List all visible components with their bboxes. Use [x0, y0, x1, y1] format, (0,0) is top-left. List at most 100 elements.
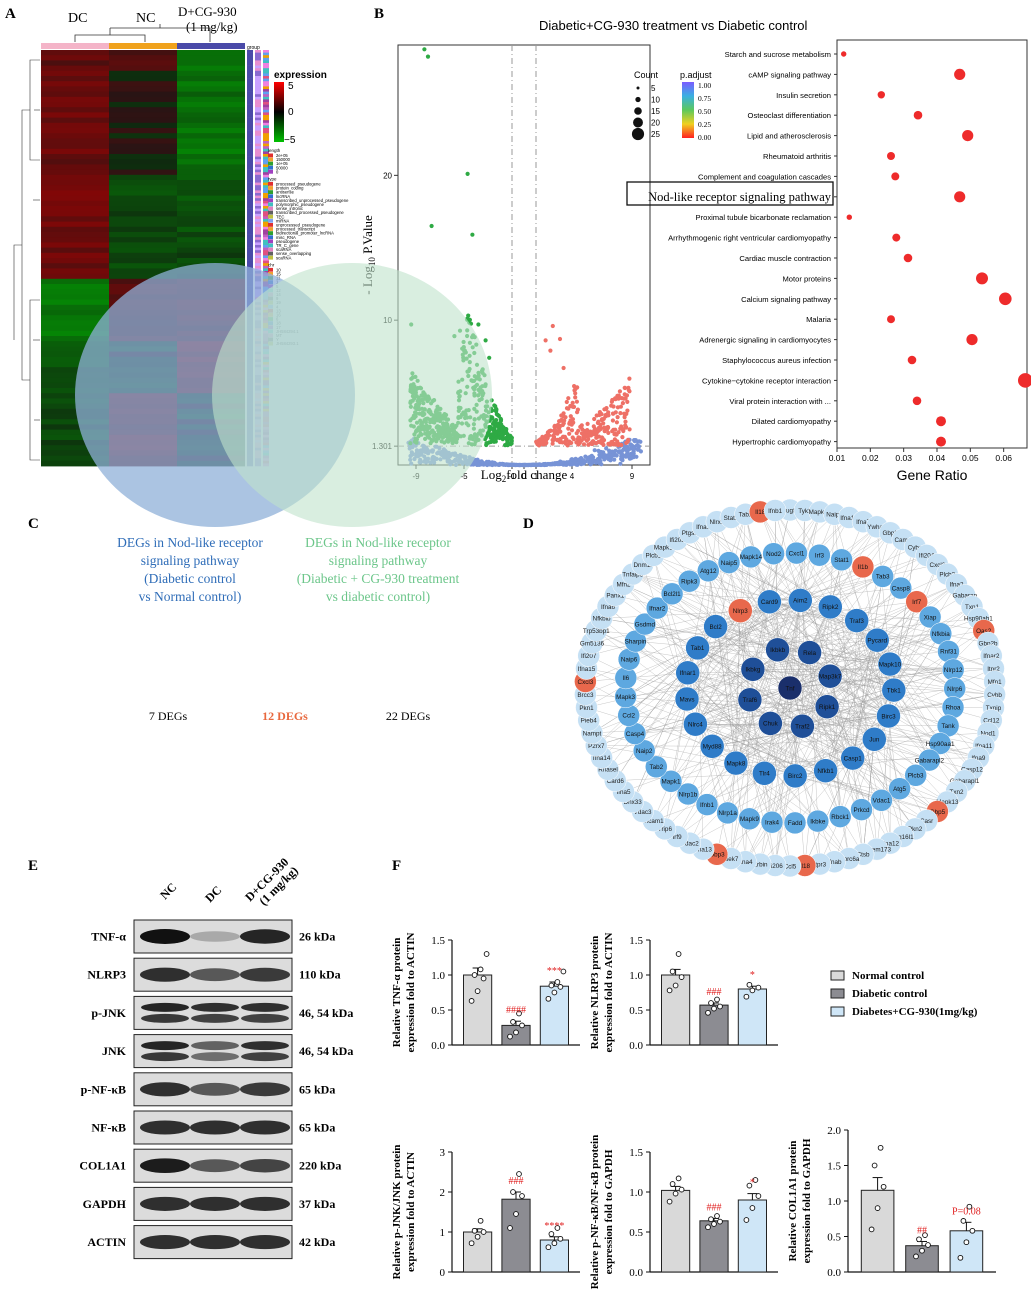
- annotation-strip-cell: [263, 83, 269, 87]
- annotation-strip-cell: [255, 161, 261, 165]
- strip-legend-swatch: [268, 255, 273, 260]
- volcano-point: [498, 416, 503, 421]
- network-node-label: Naip1: [826, 512, 843, 519]
- network-node-label: Ifna12: [881, 841, 899, 848]
- network-node-label: Plcb1: [646, 553, 662, 560]
- heatmap-cell: [109, 122, 177, 129]
- heatmap-cell: [109, 268, 177, 274]
- annotation-strip-cell: [255, 213, 261, 217]
- network-node-label: Ifna9: [971, 755, 986, 762]
- volcano-point: [624, 440, 629, 445]
- network-edge: [826, 706, 916, 830]
- network-node-label: Traf6: [743, 697, 758, 704]
- strip-legend-swatch: [268, 223, 273, 227]
- wb-kda-label: 65 kDa: [299, 1082, 335, 1096]
- bar-data-point: [714, 996, 720, 1003]
- volcano-point: [633, 438, 638, 443]
- bar-legend: Normal control Diabetic control Diabetes+C…: [830, 970, 978, 1018]
- strip-legend-item: bidirectional_promoter_lncRNA: [276, 231, 334, 236]
- annotation-strip-cell: [247, 86, 253, 90]
- network-edge: [735, 616, 931, 764]
- volcano-point: [620, 401, 626, 406]
- annotation-strip-cell: [247, 81, 253, 85]
- volcano-point: [505, 443, 510, 448]
- wb-kda-label: 46, 54 kDa: [299, 1006, 353, 1020]
- network-edge: [728, 562, 778, 650]
- bar-data-point: [711, 1221, 717, 1227]
- volcano-point: [613, 397, 618, 402]
- annotation-strip-cell: [263, 91, 269, 95]
- bar-legend-swatch: [830, 1006, 845, 1017]
- heatmap-cell: [177, 169, 245, 176]
- volcano-point: [592, 416, 597, 422]
- count-legend-dot: [636, 86, 640, 90]
- kegg-dot: [966, 334, 978, 346]
- bar-ytick-label: 2: [440, 1187, 446, 1199]
- network-node-label: Ccl2: [622, 713, 635, 720]
- expression-tick-neg5: −5: [284, 135, 296, 146]
- padj-tick-1: 0.75: [698, 94, 711, 103]
- wb-band: [240, 1120, 290, 1135]
- network-edge: [893, 564, 938, 691]
- volcano-point: [587, 458, 593, 463]
- network-edge: [893, 616, 931, 691]
- volcano-point: [593, 460, 599, 465]
- network-node: [645, 755, 668, 779]
- expression-tick-5: 5: [288, 81, 294, 92]
- volcano-point: [618, 426, 623, 431]
- kegg-category-label: Arrhythmogenic right ventricular cardiom…: [668, 234, 831, 243]
- network-node-label: Aim2: [793, 598, 808, 605]
- volcano-point: [507, 436, 512, 441]
- network-node-label: Gabarapl2: [915, 757, 945, 764]
- network-edge: [769, 601, 889, 717]
- network-node-label: Nampt: [583, 730, 602, 737]
- network-node-label: Ripk3: [681, 579, 698, 586]
- wb-protein-label: GAPDH: [83, 1197, 127, 1211]
- network-node-label: Myd88: [703, 744, 722, 751]
- network-node-label: Plcb2: [939, 571, 955, 578]
- volcano-point: [617, 389, 623, 394]
- bar-data-point: [743, 1217, 750, 1223]
- strip-legend-swatch: [268, 165, 273, 170]
- network-node-label: Traf3: [849, 618, 864, 625]
- wb-kda-label: 220 kDa: [299, 1159, 341, 1173]
- annotation-strip-cell: [247, 252, 253, 256]
- heatmap-cell: [41, 96, 109, 103]
- heatmap-cell: [109, 195, 177, 202]
- bar-data-point: [714, 1213, 720, 1219]
- volcano-point: [581, 442, 587, 447]
- heatmap-cell: [177, 107, 245, 113]
- volcano-point: [610, 453, 615, 458]
- bar-data-point: [672, 1190, 679, 1197]
- heatmap-cell: [41, 232, 109, 238]
- wb-band: [141, 1041, 189, 1051]
- annotation-strip-cell: [247, 94, 253, 98]
- wb-protein-label: p-NF-κB: [81, 1082, 126, 1096]
- bar-data-point: [749, 1205, 756, 1211]
- wb-band: [190, 1196, 240, 1211]
- network-edge: [596, 630, 688, 673]
- volcano-point: [487, 355, 492, 360]
- heatmap-cell: [109, 263, 177, 269]
- network-node-label: Ctsb: [857, 852, 870, 859]
- network-node-label: Card6: [607, 778, 625, 785]
- annotation-strip-cell: [247, 154, 253, 157]
- group-bar-dc: [41, 43, 109, 49]
- wb-band: [241, 1013, 289, 1023]
- annotation-strip-cell: [255, 229, 261, 233]
- heatmap-cell: [41, 310, 109, 316]
- network-node-label: Ifna4: [738, 859, 753, 866]
- wb-band: [240, 1158, 290, 1173]
- heatmap-cell: [109, 185, 177, 191]
- kegg-category-label: Nod-like receptor signaling pathway: [648, 190, 832, 204]
- network-node-label: Irak4: [765, 820, 779, 827]
- network-node-label: Rbck1: [831, 814, 849, 821]
- bar-data-point: [551, 989, 558, 996]
- annotation-strip-cell: [263, 185, 269, 189]
- network-node-label: Cybb: [987, 692, 1002, 699]
- network-node-label: Nlrx1: [710, 519, 725, 526]
- network-node-label: Ifna14: [593, 755, 611, 762]
- annotation-strip-cell: [255, 128, 261, 131]
- annotation-strip-cell: [263, 193, 269, 196]
- row-dendrogram: [13, 59, 40, 461]
